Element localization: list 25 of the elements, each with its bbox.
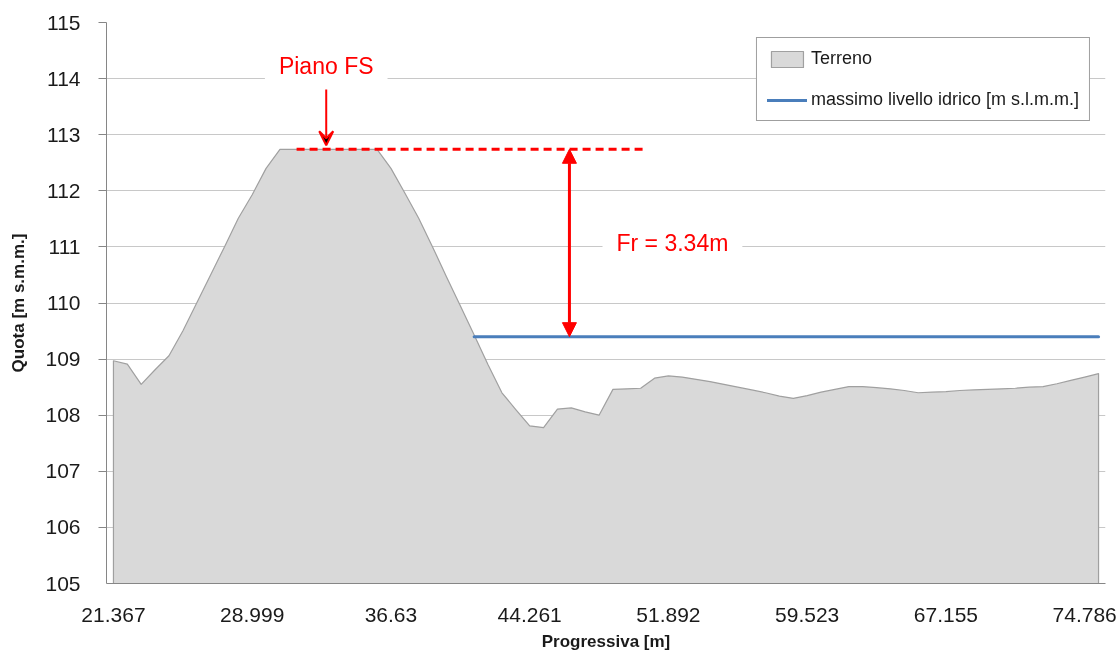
x-tick-label: 28.999	[220, 602, 285, 626]
y-tick-label: 107	[45, 459, 81, 483]
annotation: Piano FS	[278, 53, 374, 80]
y-tick-label: 105	[45, 571, 81, 595]
y-tick-label: 108	[45, 403, 81, 427]
y-tick-label: 110	[47, 291, 81, 314]
y-tick-label: 109	[45, 347, 81, 371]
x-tick-label: 67.155	[913, 602, 979, 626]
x-tick-label: 44.261	[497, 602, 562, 626]
y-tick-label: 111	[48, 234, 81, 258]
x-tick-label: 36.63	[364, 602, 418, 626]
x-tick-label: 59.523	[775, 602, 840, 626]
legend-label: massimo livello idrico [m s.l.m.m.]	[810, 89, 1079, 110]
annotation: Fr = 3.34m	[616, 229, 729, 256]
x-tick-label: 21.367	[81, 602, 146, 626]
y-tick-label: 114	[47, 66, 81, 90]
y-tick-label: 112	[47, 178, 81, 202]
legend-label: Terreno	[810, 48, 872, 69]
x-tick-label: 51.892	[636, 602, 701, 626]
y-tick-label: 106	[45, 515, 81, 539]
y-axis-title: Quota [m s.m.m.]	[9, 233, 29, 373]
x-tick-label: 74.786	[1052, 602, 1117, 626]
x-axis-title: Progressiva [m]	[541, 631, 671, 651]
y-tick-label: 115	[47, 10, 81, 34]
y-tick-label: 113	[47, 122, 81, 146]
